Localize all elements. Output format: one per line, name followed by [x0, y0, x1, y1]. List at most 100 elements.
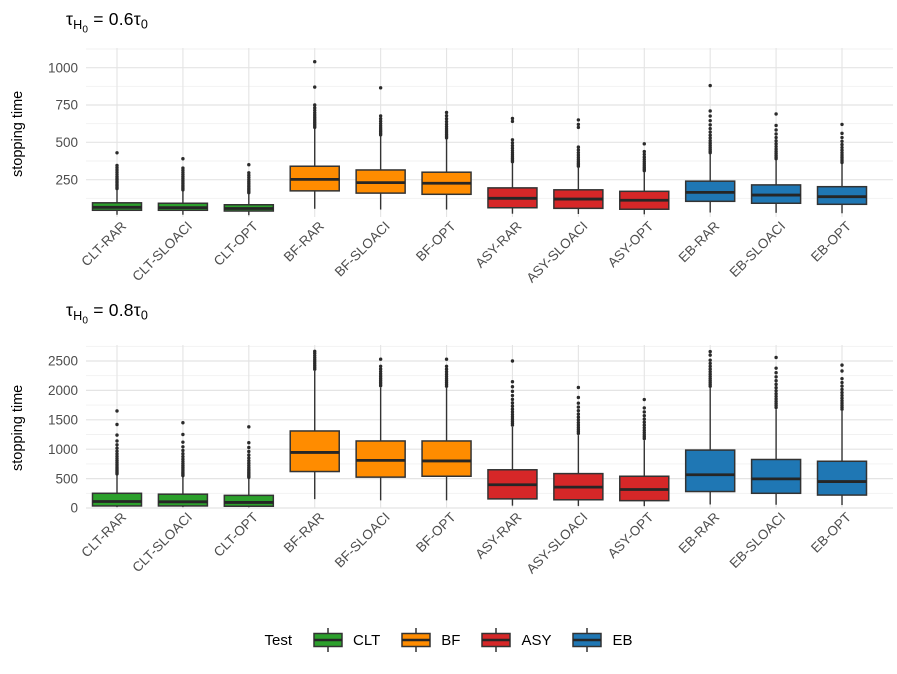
outlier-point — [642, 149, 646, 154]
outlier-point — [840, 396, 844, 400]
outlier-point — [444, 364, 449, 368]
outlier-point — [247, 425, 251, 429]
outlier-point — [510, 141, 515, 145]
outlier-point — [115, 163, 119, 168]
outlier-point — [313, 108, 317, 113]
outlier-point — [181, 457, 185, 461]
x-category-label: BF-OPT — [413, 219, 459, 265]
outlier-point — [378, 364, 383, 368]
outlier-point — [247, 449, 251, 454]
x-category-label: EB-OPT — [808, 219, 854, 265]
outlier-point — [247, 461, 251, 465]
box-EB-RAR — [684, 349, 736, 505]
outlier-point — [576, 153, 581, 157]
outlier-point — [510, 407, 515, 411]
outlier-point — [708, 114, 712, 118]
outlier-point — [774, 139, 778, 143]
outlier-point — [510, 401, 515, 405]
outlier-point — [642, 428, 646, 432]
y-tick-label: 750 — [55, 98, 78, 113]
outlier-point — [576, 148, 581, 152]
outlier-point — [642, 157, 646, 162]
outlier-point — [181, 157, 185, 161]
outlier-point — [774, 144, 778, 149]
outlier-point — [247, 459, 251, 463]
outlier-point — [708, 133, 712, 137]
box-EB-RAR — [684, 83, 736, 213]
outlier-point — [181, 445, 185, 449]
x-category-label: EB-RAR — [676, 218, 723, 265]
outlier-point — [576, 415, 581, 419]
outlier-point — [115, 151, 119, 155]
outlier-point — [444, 124, 449, 129]
iqr-box — [684, 449, 736, 493]
outlier-point — [576, 405, 581, 409]
outlier-point — [774, 123, 778, 128]
outlier-point — [576, 401, 581, 405]
legend-item-asy: ASY — [478, 627, 551, 653]
legend: Test CLT BF ASY EB — [0, 620, 897, 660]
outlier-point — [378, 114, 383, 118]
x-category-label: BF-RAR — [281, 509, 327, 555]
outlier-point — [510, 138, 515, 142]
outlier-point — [840, 393, 844, 398]
legend-label: BF — [441, 631, 461, 649]
outlier-point — [510, 410, 515, 414]
outlier-point — [510, 146, 515, 150]
box-ASY-OPT — [619, 397, 670, 507]
y-tick-label: 1500 — [48, 413, 78, 428]
outlier-point — [774, 375, 778, 379]
outlier-point — [115, 449, 119, 453]
outlier-point — [576, 408, 581, 413]
iqr-box — [750, 458, 802, 495]
legend-key-boxplot-icon — [313, 628, 343, 652]
box-BF-SLOACI — [355, 86, 406, 210]
outlier-point — [708, 136, 712, 140]
x-category-label: ASY-SLOACI — [523, 219, 590, 286]
panel-bottom: 0 500 1000 1500 2000 2500 CLT-RAR CLT-SLOACI CLT… — [48, 345, 893, 577]
outlier-point — [115, 443, 119, 447]
outlier-point — [708, 367, 712, 371]
x-category-label: EB-OPT — [808, 510, 854, 556]
legend-key-boxplot-icon — [401, 628, 432, 652]
outlier-point — [444, 372, 449, 376]
outlier-point — [510, 415, 515, 419]
outlier-point — [774, 142, 778, 146]
outlier-point — [576, 150, 581, 155]
outlier-point — [840, 122, 844, 127]
legend-label: CLT — [353, 631, 381, 649]
outlier-point — [378, 117, 383, 121]
outlier-point — [840, 363, 844, 367]
outlier-point — [444, 370, 449, 374]
box-BF-OPT — [421, 110, 472, 210]
outlier-point — [840, 151, 844, 155]
outlier-point — [642, 423, 646, 427]
outlier-point — [840, 398, 844, 403]
legend-label: ASY — [521, 631, 552, 649]
outlier-point — [708, 126, 712, 131]
outlier-point — [247, 441, 251, 445]
x-category-label: ASY-RAR — [472, 509, 524, 561]
legend-key-boxplot-icon — [481, 628, 512, 652]
outlier-point — [313, 59, 317, 64]
outlier-point — [313, 106, 317, 110]
box-CLT-OPT — [223, 425, 275, 508]
y-tick-label: 0 — [70, 501, 78, 516]
outlier-point — [840, 148, 844, 152]
outlier-point — [840, 401, 844, 405]
x-category-label: BF-OPT — [413, 510, 459, 556]
box-CLT-RAR — [91, 409, 143, 508]
outlier-point — [708, 138, 712, 143]
legend-items: CLT BF ASY EB — [310, 627, 632, 653]
x-category-label: ASY-RAR — [472, 218, 524, 270]
x-category-label: CLT-RAR — [78, 509, 129, 560]
outlier-point — [642, 152, 646, 157]
outlier-point — [378, 119, 383, 123]
box-EB-SLOACI — [750, 112, 802, 213]
outlier-point — [642, 420, 646, 424]
outlier-point — [444, 110, 449, 115]
legend-item-clt: CLT — [310, 627, 380, 653]
outlier-point — [115, 422, 119, 427]
outlier-point — [576, 418, 581, 422]
